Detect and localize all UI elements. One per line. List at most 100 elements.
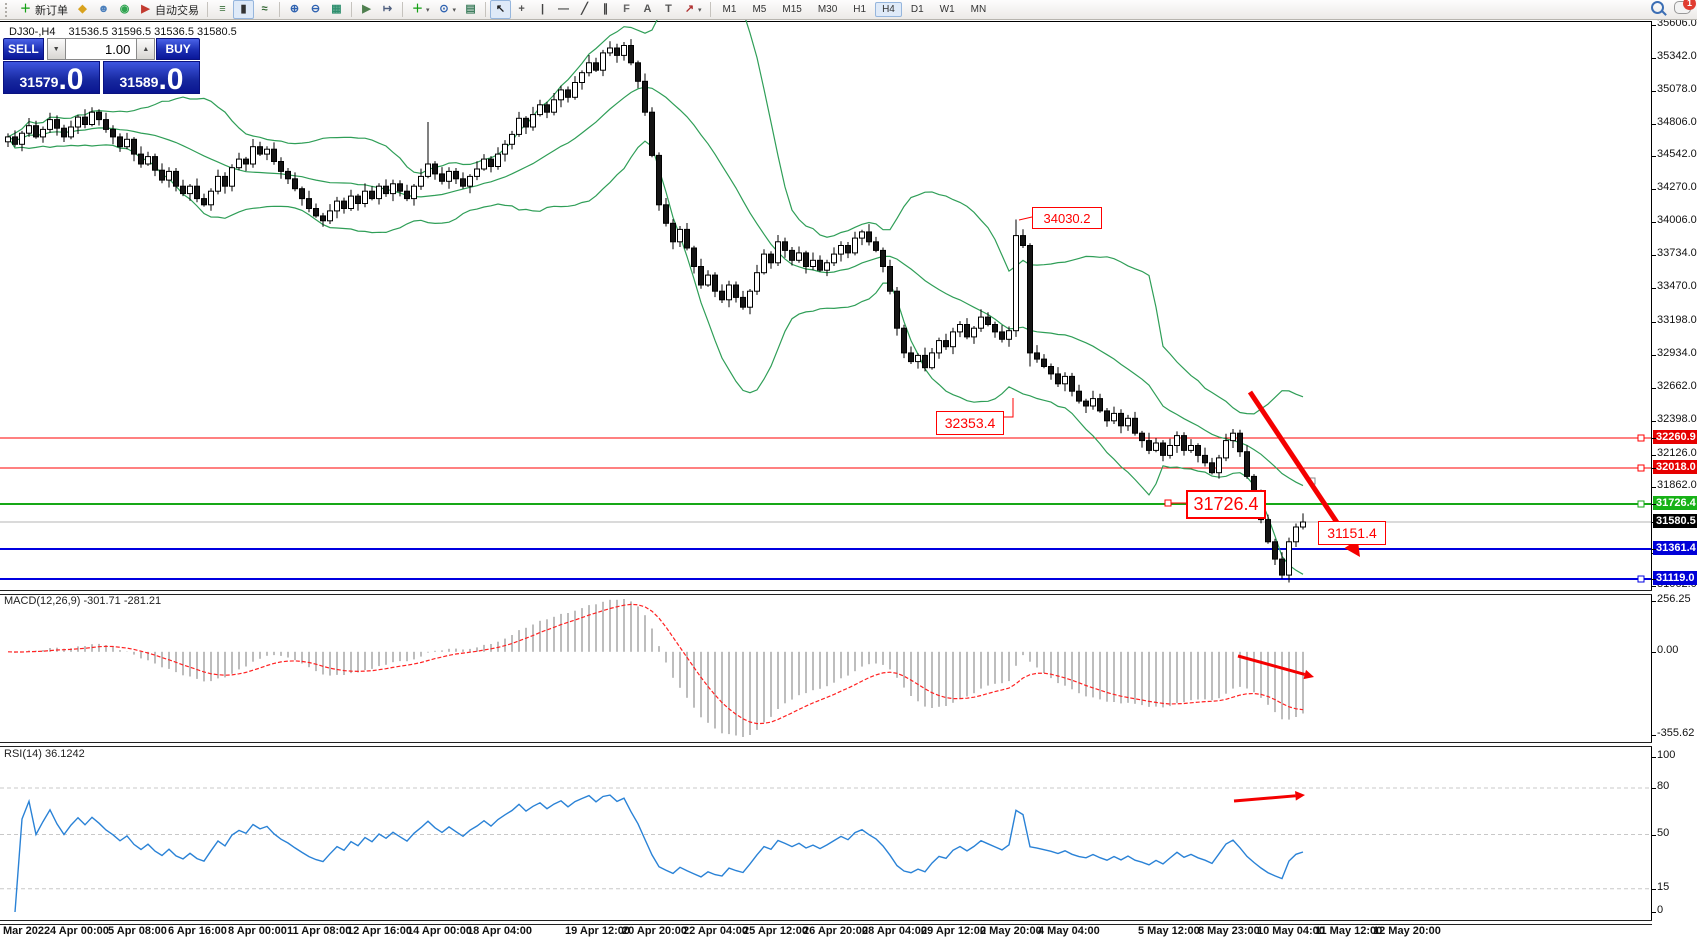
candle xyxy=(117,136,123,148)
macd-panel-separator[interactable] xyxy=(0,590,1652,595)
candle xyxy=(1293,526,1299,543)
buy-price-display[interactable]: 31589 .0 xyxy=(103,61,200,95)
candle xyxy=(1041,358,1047,368)
chevron-down-icon[interactable]: ▾ xyxy=(452,6,457,14)
periods-button[interactable]: ⊙ ▾ xyxy=(434,0,461,19)
candle xyxy=(684,228,690,249)
search-icon[interactable] xyxy=(1651,1,1664,14)
rsi-panel-separator[interactable] xyxy=(0,742,1652,747)
candle xyxy=(1139,432,1145,442)
time-axis[interactable]: Mar 2022 4 Apr 00:00 5 Apr 08:00 6 Apr 16:0… xyxy=(0,924,1652,940)
candlestick-chart-icon: ▮ xyxy=(240,3,247,15)
candle xyxy=(390,183,396,195)
chevron-down-icon[interactable]: ▾ xyxy=(426,6,430,14)
templates-button[interactable]: ▤ xyxy=(460,0,481,19)
autotrading-button[interactable]: ▶ 自动交易 xyxy=(135,0,203,19)
price-annotation-label[interactable]: 32353.4 xyxy=(936,411,1004,435)
volume-input[interactable]: 1.00 xyxy=(65,38,137,60)
bar-chart-button[interactable]: ≡ xyxy=(212,0,233,19)
trendline-button[interactable]: ╱ xyxy=(574,0,595,19)
candle xyxy=(1160,442,1166,456)
horizontal-lines[interactable] xyxy=(0,434,1651,583)
buy-button[interactable]: BUY xyxy=(156,38,200,60)
price-tick-label: 34270.0 xyxy=(1657,181,1697,193)
notifications-icon[interactable]: 1 xyxy=(1674,0,1696,14)
toolbar-grip[interactable] xyxy=(5,2,12,17)
candle xyxy=(1097,398,1103,412)
line-chart-button[interactable]: ≈ xyxy=(254,0,275,19)
sell-button[interactable]: SELL xyxy=(3,38,44,60)
arrows-button[interactable]: ↗ ▾ xyxy=(679,0,706,19)
toolbar-separator xyxy=(279,2,280,17)
signals-button[interactable]: ◉ xyxy=(114,0,135,19)
volume-increase-button[interactable]: ▲ xyxy=(136,38,156,60)
candle xyxy=(656,154,662,206)
rsi-axis-label: 0 xyxy=(1657,904,1664,916)
candle xyxy=(845,245,851,254)
zoom-out-button[interactable]: ⊖ xyxy=(305,0,326,19)
candle xyxy=(1167,445,1173,456)
vertical-line-button[interactable]: | xyxy=(532,0,553,19)
fibonacci-button[interactable]: F xyxy=(616,0,637,19)
candle xyxy=(145,156,151,165)
candle xyxy=(579,72,585,83)
volume-decrease-button[interactable]: ▼ xyxy=(46,38,66,60)
tile-windows-button[interactable]: ▦ xyxy=(326,0,347,19)
line-handle[interactable] xyxy=(1637,575,1645,583)
trend-arrow[interactable] xyxy=(1233,791,1305,803)
candle xyxy=(936,340,942,354)
line-handle[interactable] xyxy=(1637,464,1645,472)
toolbar-separator xyxy=(351,2,352,17)
timeframe-h1[interactable]: H1 xyxy=(853,4,867,15)
crosshair-button[interactable]: + xyxy=(511,0,532,19)
candle xyxy=(600,52,606,71)
timeframe-mn[interactable]: MN xyxy=(970,4,987,15)
trend-arrow[interactable] xyxy=(1237,654,1314,680)
macd-axis-label: -355.62 xyxy=(1657,727,1695,739)
candle xyxy=(1279,558,1285,576)
timeframe-m30[interactable]: M30 xyxy=(817,4,838,15)
candle xyxy=(194,185,200,200)
candle xyxy=(1244,451,1250,477)
new-order-button[interactable]: ＋ 新订单 xyxy=(15,0,72,19)
chart-shift-button[interactable]: ↦ xyxy=(377,0,398,19)
line-handle[interactable] xyxy=(1637,434,1645,442)
timeframe-m5[interactable]: M5 xyxy=(752,4,767,15)
cursor-button[interactable]: ↖ xyxy=(490,0,512,19)
line-handle[interactable] xyxy=(1637,500,1645,508)
timeframe-h4[interactable]: H4 xyxy=(875,2,902,17)
add-indicator-button[interactable]: ＋ ▾ xyxy=(407,0,434,19)
mql-editor-button[interactable]: ◆ xyxy=(72,0,93,19)
auto-scroll-button[interactable]: ▶ xyxy=(356,0,377,19)
text-label-button[interactable]: T xyxy=(658,0,679,19)
candle xyxy=(243,158,249,165)
timeframe-m1[interactable]: M1 xyxy=(722,4,737,15)
new-order-button-label: 新订单 xyxy=(35,4,68,17)
horizontal-line-button[interactable]: — xyxy=(553,0,574,19)
market-watch-button[interactable]: ☻ xyxy=(93,0,114,19)
candle xyxy=(222,175,228,187)
price-axis[interactable]: 35606.0 35342.0 35078.0 34806.0 34542.0 34270… xyxy=(1652,0,1697,940)
time-tick-label: Mar 2022 xyxy=(3,925,51,937)
candle xyxy=(68,126,74,138)
candle xyxy=(915,354,921,363)
chevron-down-icon[interactable]: ▾ xyxy=(698,6,702,14)
channel-button[interactable]: ∥ xyxy=(595,0,616,19)
timeframe-d1[interactable]: D1 xyxy=(910,4,924,15)
sell-price-display[interactable]: 31579 .0 xyxy=(3,61,100,95)
candle xyxy=(1153,442,1159,451)
zoom-in-button[interactable]: ⊕ xyxy=(284,0,305,19)
timeframe-w1[interactable]: W1 xyxy=(939,4,955,15)
price-annotation-label[interactable]: 34030.2 xyxy=(1032,207,1102,229)
bar-chart-icon: ≡ xyxy=(219,3,226,15)
candle xyxy=(488,158,494,168)
candle xyxy=(544,104,550,113)
candle xyxy=(838,245,844,255)
text-button[interactable]: A xyxy=(637,0,658,19)
candlestick-chart-button[interactable]: ▮ xyxy=(233,0,254,19)
price-annotation-label[interactable]: 31151.4 xyxy=(1318,521,1386,545)
timeframe-m15[interactable]: M15 xyxy=(782,4,802,15)
label-handle[interactable] xyxy=(1164,499,1172,507)
price-annotation-label[interactable]: 31726.4 xyxy=(1186,490,1266,519)
